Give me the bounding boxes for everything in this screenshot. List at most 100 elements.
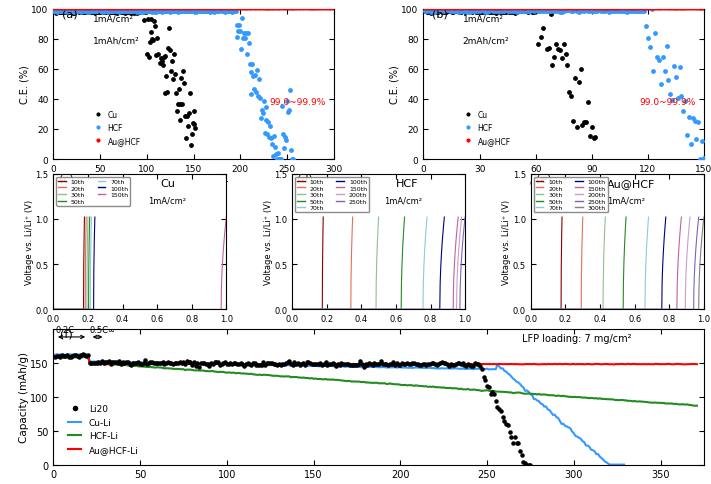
Point	[98, 8, 109, 16]
Point	[612, 8, 624, 15]
Point	[284, 87, 296, 94]
Point	[148, 37, 159, 45]
Point	[89, 7, 100, 15]
Text: 1mA/cm²: 1mA/cm²	[92, 14, 134, 23]
Point	[190, 8, 201, 16]
Point	[92, 9, 103, 17]
Point	[517, 8, 528, 16]
Point	[315, 359, 326, 367]
Point	[169, 360, 181, 367]
Point	[431, 9, 442, 17]
Point	[137, 8, 148, 16]
Point	[198, 360, 210, 367]
Point	[571, 9, 582, 16]
Point	[672, 95, 683, 103]
Point	[96, 9, 107, 16]
Point	[496, 8, 508, 15]
Point	[543, 8, 555, 16]
Point	[107, 8, 118, 16]
Point	[151, 359, 163, 367]
Point	[698, 154, 710, 162]
Point	[92, 7, 104, 15]
Point	[272, 150, 284, 157]
Point	[72, 8, 83, 15]
Y-axis label: C.E. (%): C.E. (%)	[390, 65, 400, 104]
Point	[90, 8, 101, 15]
Point	[541, 46, 552, 54]
Point	[579, 119, 590, 126]
Text: 99.0~99.9%: 99.0~99.9%	[639, 98, 695, 107]
Point	[50, 8, 61, 16]
Point	[161, 89, 173, 97]
Point	[141, 361, 153, 369]
Point	[80, 352, 92, 360]
Point	[267, 141, 278, 149]
Point	[196, 7, 208, 15]
Point	[476, 7, 487, 15]
Point	[205, 360, 217, 367]
Point	[106, 8, 117, 16]
Point	[95, 9, 106, 16]
Point	[666, 97, 678, 105]
Text: (c): (c)	[58, 174, 73, 184]
Point	[462, 360, 474, 368]
Point	[161, 8, 172, 15]
Point	[134, 9, 146, 16]
Point	[110, 8, 122, 16]
Point	[502, 421, 513, 429]
Point	[459, 362, 470, 369]
Point	[530, 7, 541, 15]
Point	[137, 9, 149, 16]
Point	[629, 8, 641, 16]
Point	[520, 9, 532, 16]
Point	[264, 359, 276, 367]
Point	[274, 156, 286, 164]
Point	[184, 8, 196, 15]
Point	[474, 363, 486, 370]
Point	[255, 115, 267, 122]
Point	[132, 9, 143, 16]
Point	[363, 360, 375, 367]
Point	[479, 9, 491, 16]
Point	[114, 358, 125, 365]
Point	[102, 358, 113, 366]
Point	[54, 8, 65, 15]
Point	[483, 8, 495, 15]
Point	[311, 361, 323, 368]
Point	[434, 8, 446, 15]
Point	[286, 156, 297, 164]
Point	[605, 9, 616, 16]
Point	[367, 362, 378, 369]
Point	[115, 9, 127, 16]
Point	[166, 58, 178, 66]
Point	[70, 352, 82, 360]
Point	[51, 9, 63, 16]
Point	[157, 8, 169, 15]
Text: (d): (d)	[297, 174, 313, 184]
Point	[127, 8, 139, 16]
Point	[208, 9, 220, 16]
Point	[283, 107, 294, 115]
Point	[471, 360, 482, 368]
Text: 0.5C∞: 0.5C∞	[90, 326, 116, 335]
Point	[166, 360, 177, 367]
Point	[481, 9, 493, 16]
Point	[117, 8, 128, 16]
Point	[83, 9, 95, 16]
Point	[146, 36, 158, 44]
Point	[128, 7, 139, 15]
Point	[282, 98, 293, 106]
Point	[240, 30, 252, 38]
Point	[185, 7, 196, 15]
Point	[72, 8, 83, 16]
Point	[181, 135, 192, 142]
Point	[277, 360, 288, 368]
Point	[464, 361, 476, 369]
Point	[119, 8, 130, 16]
Point	[244, 61, 255, 69]
Point	[194, 8, 205, 15]
Text: (b): (b)	[432, 10, 448, 20]
Point	[182, 9, 193, 16]
Point	[56, 9, 68, 16]
Point	[644, 44, 656, 52]
